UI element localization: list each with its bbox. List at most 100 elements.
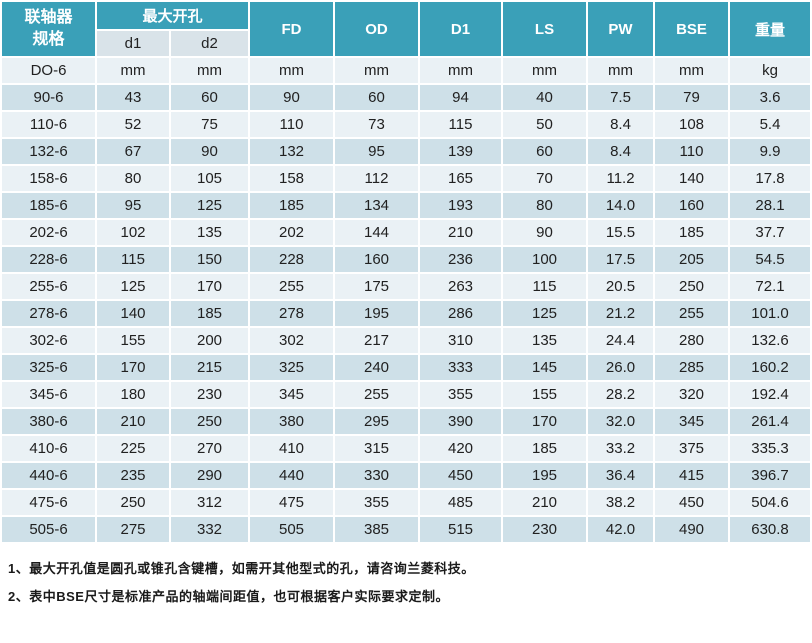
value-cell: 7.5 xyxy=(588,85,654,110)
value-cell: 450 xyxy=(420,463,502,488)
value-cell: 5.4 xyxy=(730,112,811,137)
value-cell: 125 xyxy=(503,301,587,326)
value-cell: 345 xyxy=(250,382,334,407)
value-cell: 255 xyxy=(250,274,334,299)
spec-cell: 410-6 xyxy=(2,436,95,461)
value-cell: 101.0 xyxy=(730,301,811,326)
spec-cell: 325-6 xyxy=(2,355,95,380)
value-cell: 115 xyxy=(420,112,502,137)
value-cell: 235 xyxy=(97,463,169,488)
value-cell: 24.4 xyxy=(588,328,654,353)
table-row: 278-6 140 185 278 195 286 125 21.2 255 101.0 xyxy=(2,301,811,326)
value-cell: 73 xyxy=(335,112,419,137)
spec-cell: 202-6 xyxy=(2,220,95,245)
footnotes: 1、最大开孔值是圆孔或锥孔含键槽，如需开其他型式的孔，请咨询兰菱科技。 2、表中… xyxy=(8,558,812,605)
value-cell: 286 xyxy=(420,301,502,326)
value-cell: 290 xyxy=(171,463,249,488)
header-coupling-spec-line1: 联轴器 xyxy=(24,9,73,27)
value-cell: 115 xyxy=(503,274,587,299)
value-cell: 280 xyxy=(655,328,729,353)
value-cell: 134 xyxy=(335,193,419,218)
table-row: 185-6 95 125 185 134 193 80 14.0 160 28.1 xyxy=(2,193,811,218)
value-cell: 170 xyxy=(171,274,249,299)
header-pw: PW xyxy=(588,2,654,56)
value-cell: 50 xyxy=(503,112,587,137)
value-cell: 210 xyxy=(420,220,502,245)
value-cell: 95 xyxy=(335,139,419,164)
value-cell: 112 xyxy=(335,166,419,191)
value-cell: 33.2 xyxy=(588,436,654,461)
value-cell: 504.6 xyxy=(730,490,811,515)
value-cell: 94 xyxy=(420,85,502,110)
value-cell: 240 xyxy=(335,355,419,380)
value-cell: 160.2 xyxy=(730,355,811,380)
value-cell: 158 xyxy=(250,166,334,191)
footnote-2: 2、表中BSE尺寸是标准产品的轴端间距值，也可根据客户实际要求定制。 xyxy=(8,589,449,604)
value-cell: 185 xyxy=(171,301,249,326)
value-cell: 17.5 xyxy=(588,247,654,272)
spec-cell: 255-6 xyxy=(2,274,95,299)
value-cell: 37.7 xyxy=(730,220,811,245)
value-cell: 135 xyxy=(171,220,249,245)
spec-cell: 132-6 xyxy=(2,139,95,164)
value-cell: 320 xyxy=(655,382,729,407)
value-cell: 160 xyxy=(335,247,419,272)
table-body: DO-6 mm mm mm mm mm mm mm mm kg 90-6 43 60 90 60 94 40 7.… xyxy=(2,58,811,542)
value-cell: 28.1 xyxy=(730,193,811,218)
value-cell: 155 xyxy=(503,382,587,407)
value-cell: 230 xyxy=(171,382,249,407)
header-d1-dim: D1 xyxy=(420,2,502,56)
value-cell: mm xyxy=(171,58,249,83)
table-row: 505-6 275 332 505 385 515 230 42.0 490 630.8 xyxy=(2,517,811,542)
value-cell: 28.2 xyxy=(588,382,654,407)
value-cell: 15.5 xyxy=(588,220,654,245)
value-cell: 140 xyxy=(655,166,729,191)
value-cell: 36.4 xyxy=(588,463,654,488)
value-cell: 125 xyxy=(171,193,249,218)
value-cell: 145 xyxy=(503,355,587,380)
value-cell: mm xyxy=(503,58,587,83)
value-cell: mm xyxy=(250,58,334,83)
value-cell: 315 xyxy=(335,436,419,461)
spec-cell: 90-6 xyxy=(2,85,95,110)
value-cell: 302 xyxy=(250,328,334,353)
value-cell: kg xyxy=(730,58,811,83)
value-cell: 8.4 xyxy=(588,112,654,137)
header-bse: BSE xyxy=(655,2,729,56)
value-cell: 420 xyxy=(420,436,502,461)
value-cell: 225 xyxy=(97,436,169,461)
value-cell: 515 xyxy=(420,517,502,542)
value-cell: 205 xyxy=(655,247,729,272)
value-cell: 75 xyxy=(171,112,249,137)
spec-cell: 185-6 xyxy=(2,193,95,218)
value-cell: 380 xyxy=(250,409,334,434)
value-cell: 505 xyxy=(250,517,334,542)
value-cell: 132.6 xyxy=(730,328,811,353)
value-cell: 228 xyxy=(250,247,334,272)
value-cell: 330 xyxy=(335,463,419,488)
table-row: 158-6 80 105 158 112 165 70 11.2 140 17.8 xyxy=(2,166,811,191)
value-cell: 192.4 xyxy=(730,382,811,407)
value-cell: 250 xyxy=(97,490,169,515)
value-cell: 355 xyxy=(420,382,502,407)
value-cell: 32.0 xyxy=(588,409,654,434)
table-row: 345-6 180 230 345 255 355 155 28.2 320 192.4 xyxy=(2,382,811,407)
value-cell: 3.6 xyxy=(730,85,811,110)
value-cell: 390 xyxy=(420,409,502,434)
value-cell: 100 xyxy=(503,247,587,272)
value-cell: 345 xyxy=(655,409,729,434)
header-weight: 重量 xyxy=(730,2,811,56)
value-cell: 396.7 xyxy=(730,463,811,488)
value-cell: 67 xyxy=(97,139,169,164)
value-cell: 80 xyxy=(97,166,169,191)
spec-cell: 110-6 xyxy=(2,112,95,137)
value-cell: 60 xyxy=(503,139,587,164)
value-cell: mm xyxy=(655,58,729,83)
value-cell: 355 xyxy=(335,490,419,515)
spec-cell: 228-6 xyxy=(2,247,95,272)
value-cell: mm xyxy=(588,58,654,83)
value-cell: 485 xyxy=(420,490,502,515)
value-cell: 185 xyxy=(655,220,729,245)
value-cell: 215 xyxy=(171,355,249,380)
value-cell: 9.9 xyxy=(730,139,811,164)
